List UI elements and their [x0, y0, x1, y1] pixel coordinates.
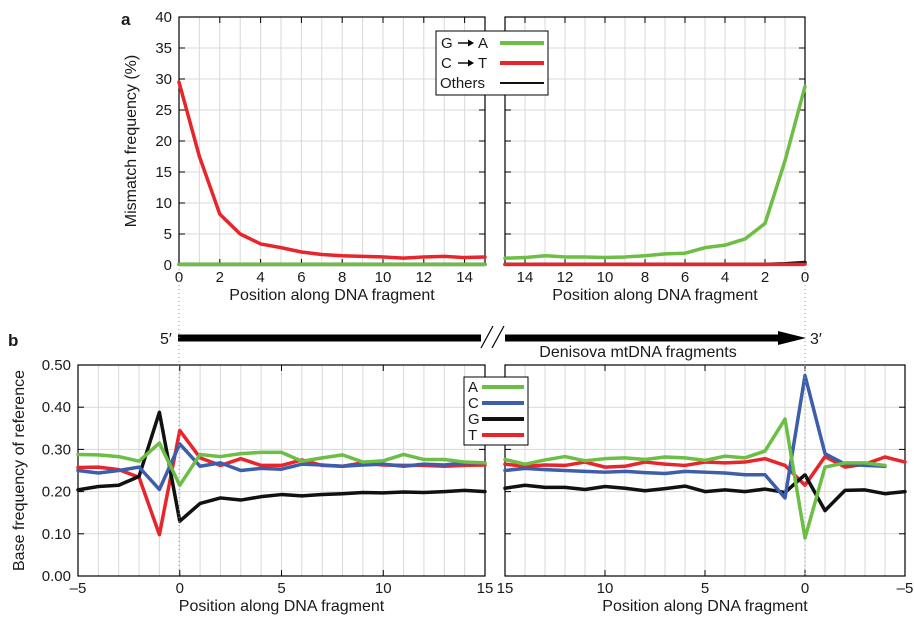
- x-tick-label: 12: [415, 269, 432, 286]
- y-tick-label: 40: [155, 9, 172, 26]
- legend-label-to: T: [478, 55, 487, 72]
- x-tick-label: 2: [761, 269, 769, 286]
- three-prime-label: 3′: [810, 331, 822, 348]
- legend-arrow-head: [468, 39, 474, 47]
- x-tick-label: –5: [897, 580, 914, 597]
- series-line-a: [503, 417, 887, 540]
- x-tick-label: 6: [681, 269, 689, 286]
- legend-label: C: [468, 395, 479, 412]
- x-tick-label: 6: [297, 269, 305, 286]
- legend-label: T: [468, 427, 477, 444]
- y-tick-label: 30: [155, 71, 172, 88]
- x-tick-label: 4: [256, 269, 264, 286]
- panel-a-letter: a: [121, 10, 131, 29]
- x-tick-label: 8: [641, 269, 649, 286]
- legend-label-from: C: [441, 55, 452, 72]
- legend-arrow-head: [468, 59, 474, 67]
- y-tick-label: 0.30: [42, 441, 71, 458]
- y-tick-label: 15: [155, 164, 172, 181]
- y-tick-label: 0.20: [42, 484, 71, 501]
- y-tick-label: 0.40: [42, 399, 71, 416]
- panel-b-right: 15 10 5 0 –5 Position along DNA fragment: [497, 364, 914, 615]
- series-line-c: [503, 373, 887, 500]
- series-line-c-t: [177, 80, 487, 260]
- legend-label: G: [468, 411, 480, 428]
- x-tick-label: 4: [721, 269, 729, 286]
- arrow-caption: Denisova mtDNA fragments: [539, 344, 736, 361]
- legend-label: A: [468, 379, 478, 396]
- x-tick-label: 15: [497, 580, 514, 597]
- x-axis-label: Position along DNA fragment: [602, 598, 808, 615]
- axis-break-mark-2: [491, 325, 505, 349]
- x-tick-label: 0: [801, 580, 809, 597]
- x-tick-label: 10: [375, 269, 392, 286]
- legend: G A C T Others: [435, 30, 549, 96]
- y-axis-label: Mismatch frequency (%): [123, 55, 140, 228]
- panel-b-left: 0.00 0.10 0.20 0.30 0.40 0.50 –5 0 5 10 15 Position…: [11, 357, 493, 615]
- y-tick-label: 0: [164, 257, 172, 274]
- y-tick-label: 25: [155, 102, 172, 119]
- legend-label-to: A: [478, 35, 488, 52]
- strand-arrow-head: [778, 331, 806, 345]
- x-tick-label: 2: [216, 269, 224, 286]
- y-tick-label: 10: [155, 195, 172, 212]
- series-line-g-a: [503, 84, 807, 260]
- y-tick-label: 20: [155, 133, 172, 150]
- y-tick-label: 5: [164, 226, 172, 243]
- x-tick-label: 14: [456, 269, 473, 286]
- x-axis-label: Position along DNA fragment: [179, 598, 385, 615]
- x-tick-label: 10: [597, 580, 614, 597]
- five-prime-label: 5′: [160, 331, 172, 348]
- x-tick-label: 5: [277, 580, 285, 597]
- x-tick-label: 12: [557, 269, 574, 286]
- y-tick-label: 0.00: [42, 568, 71, 585]
- y-tick-label: 0.10: [42, 526, 71, 543]
- y-tick-label: 0.50: [42, 357, 71, 374]
- legend-label: Others: [440, 75, 485, 92]
- x-tick-label: 14: [517, 269, 534, 286]
- x-axis-label: Position along DNA fragment: [229, 287, 435, 304]
- strand-arrow: 5′ 3′ Denisova mtDNA fragments: [160, 265, 822, 576]
- x-axis-label: Position along DNA fragment: [552, 287, 758, 304]
- x-tick-label: 15: [477, 580, 494, 597]
- x-tick-label: 8: [338, 269, 346, 286]
- x-tick-label: –5: [70, 580, 87, 597]
- y-tick-label: 35: [155, 40, 172, 57]
- y-axis-label: Base frequency of reference: [11, 370, 28, 571]
- panel-b-letter: b: [8, 331, 18, 350]
- x-tick-label: 5: [701, 580, 709, 597]
- legend-label-from: G: [441, 35, 453, 52]
- x-tick-label: 0: [176, 580, 184, 597]
- x-tick-label: 10: [375, 580, 392, 597]
- axis-break-mark-1: [480, 325, 494, 349]
- x-tick-label: 10: [597, 269, 614, 286]
